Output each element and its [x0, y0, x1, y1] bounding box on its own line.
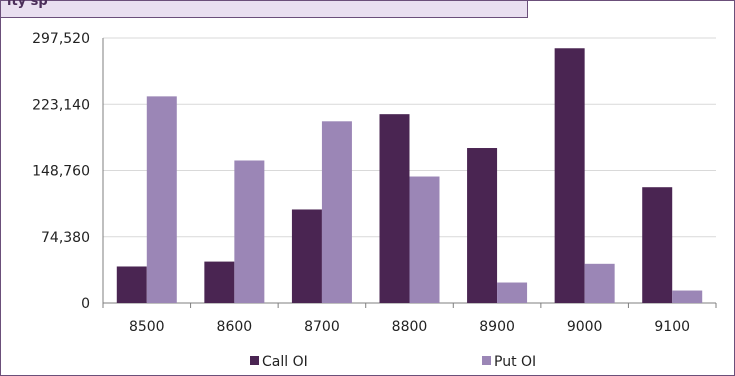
x-tick-label: 8800: [392, 319, 428, 335]
x-tick-label: 8600: [217, 319, 253, 335]
y-tick-label: 223,140: [32, 97, 90, 113]
chart-header-strip: ity sp: [1, 0, 528, 18]
x-tick-label: 8700: [304, 319, 340, 335]
call-oi-bar-8600: [204, 261, 235, 303]
put-oi-bar-8900: [497, 282, 528, 303]
y-tick-label: 297,520: [32, 31, 90, 47]
put-oi-bar-8500: [146, 96, 177, 303]
x-tick-label: 8500: [129, 319, 165, 335]
put-legend-label: Put OI: [494, 354, 536, 370]
put-oi-bar-8700: [321, 121, 352, 303]
call-legend-label: Call OI: [262, 354, 308, 370]
chart-header-title: ity sp: [7, 0, 48, 9]
call-oi-bar-9000: [554, 48, 585, 304]
call-oi-bar-8700: [291, 209, 322, 303]
y-tick-label: 0: [81, 296, 90, 312]
x-tick-label: 9100: [654, 319, 690, 335]
call-oi-bar-8900: [467, 148, 498, 303]
y-tick-label: 148,760: [32, 164, 90, 180]
x-tick-label: 8900: [479, 319, 515, 335]
y-tick-label: 74,380: [41, 230, 90, 246]
put-oi-bar-8600: [234, 160, 265, 303]
put-oi-bar-8800: [409, 176, 440, 303]
put-legend-swatch: [482, 356, 491, 365]
call-oi-bar-9100: [642, 187, 673, 303]
x-tick-label: 9000: [567, 319, 603, 335]
call-legend-swatch: [250, 356, 259, 365]
call-oi-bar-8500: [116, 266, 147, 303]
put-oi-bar-9000: [584, 263, 615, 303]
call-oi-bar-8800: [379, 114, 410, 303]
put-oi-bar-9100: [672, 290, 703, 303]
